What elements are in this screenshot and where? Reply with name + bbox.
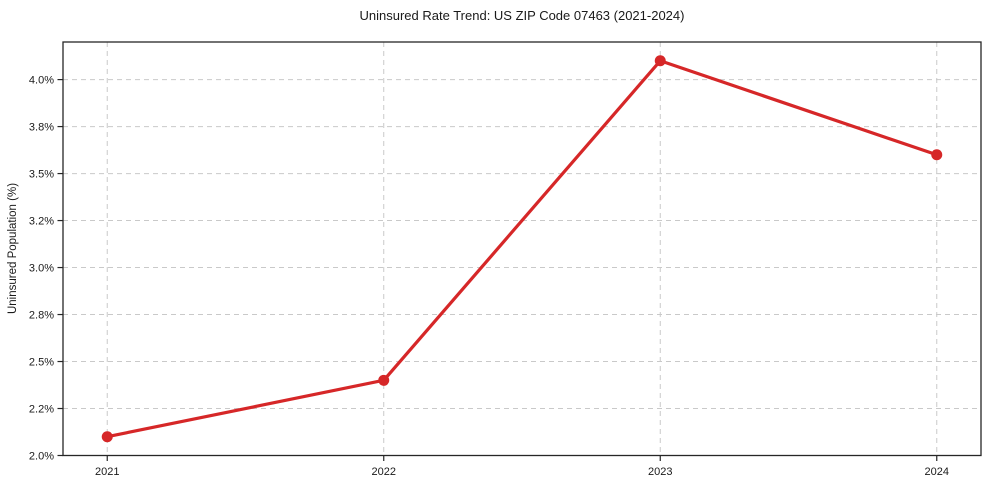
axis-ticks: 2.0% 2.2% 2.5% 2.8% 3.0% 3.2% 3.5% 3.8% 4.0% 2021… xyxy=(29,75,949,478)
plot-border xyxy=(62,41,982,457)
y-tick-label: 2.8% xyxy=(29,310,54,322)
data-point-marker xyxy=(931,149,943,161)
x-tick-label: 2023 xyxy=(648,466,672,478)
y-tick-label: 2.5% xyxy=(29,357,54,369)
y-tick-label: 3.8% xyxy=(29,122,54,134)
data-series xyxy=(101,55,943,443)
data-point-marker xyxy=(378,374,390,386)
y-tick-label: 3.0% xyxy=(29,263,54,275)
series-line xyxy=(105,59,939,439)
data-point-marker xyxy=(101,431,113,443)
y-tick-label: 2.0% xyxy=(29,451,54,463)
chart-title: Uninsured Rate Trend: US ZIP Code 07463 … xyxy=(360,8,685,23)
x-tick-label: 2022 xyxy=(372,466,396,478)
y-tick-label: 3.2% xyxy=(29,216,54,228)
y-tick-label: 2.2% xyxy=(29,404,54,416)
x-tick-label: 2021 xyxy=(95,466,119,478)
y-axis-label: Uninsured Population (%) xyxy=(7,183,19,314)
gridlines xyxy=(63,42,981,456)
y-tick-label: 4.0% xyxy=(29,75,54,87)
data-point-marker xyxy=(654,55,666,67)
y-tick-label: 3.5% xyxy=(29,169,54,181)
x-tick-label: 2024 xyxy=(925,466,949,478)
